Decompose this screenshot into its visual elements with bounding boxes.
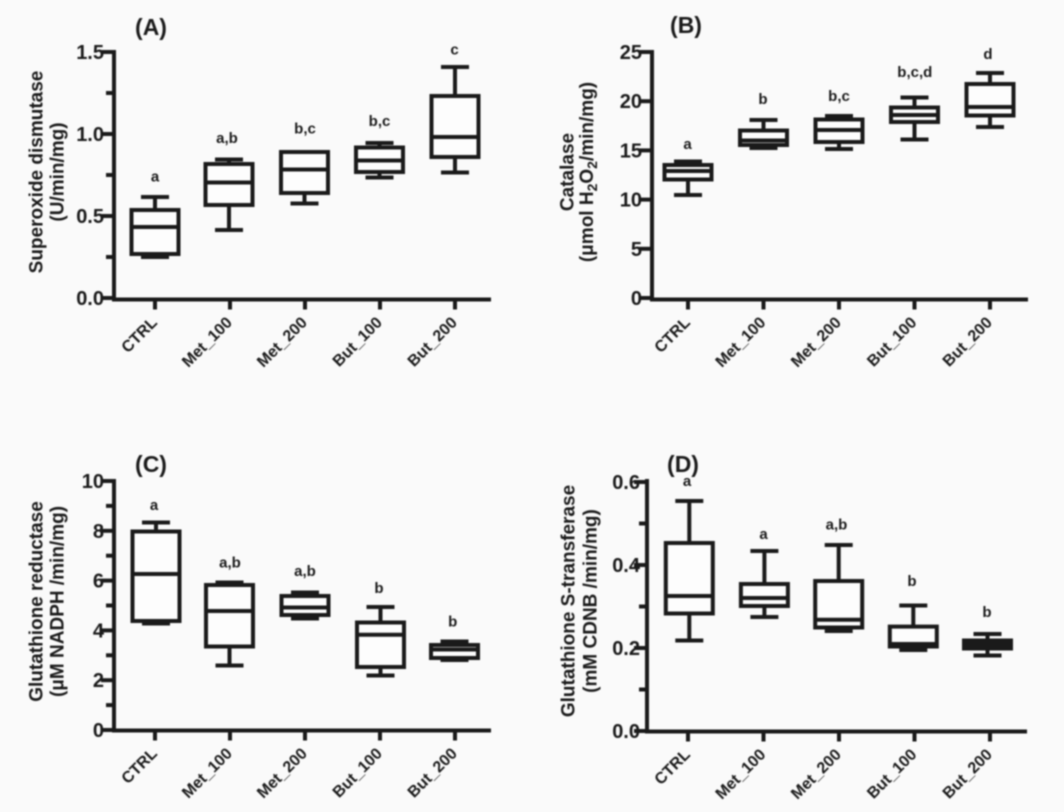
svg-text:6: 6: [93, 571, 104, 593]
svg-text:b,c: b,c: [828, 88, 850, 105]
svg-text:0: 0: [631, 288, 642, 310]
svg-text:b,c,d: b,c,d: [897, 64, 932, 81]
svg-text:a: a: [150, 497, 159, 514]
svg-text:(μmol H2O2/min/mg): (μmol H2O2/min/mg): [577, 82, 600, 262]
svg-text:(C): (C): [135, 451, 167, 477]
svg-text:10: 10: [620, 190, 642, 212]
svg-text:a,b: a,b: [216, 130, 238, 147]
svg-text:0: 0: [93, 720, 104, 742]
svg-text:0.0: 0.0: [612, 721, 640, 743]
svg-text:b: b: [907, 573, 916, 590]
svg-text:0.5: 0.5: [76, 206, 104, 228]
svg-text:0.2: 0.2: [612, 638, 640, 660]
svg-text:25: 25: [620, 42, 642, 64]
svg-text:4: 4: [93, 620, 105, 642]
svg-text:(μM NADPH /min/mg): (μM NADPH /min/mg): [48, 506, 69, 697]
svg-text:1.0: 1.0: [76, 124, 104, 146]
svg-text:10: 10: [82, 471, 104, 493]
svg-text:15: 15: [620, 140, 642, 162]
svg-text:(mM CDNB /min/mg): (mM CDNB /min/mg): [581, 509, 602, 693]
svg-text:a,b: a,b: [826, 517, 848, 534]
svg-text:b: b: [448, 614, 457, 631]
svg-text:20: 20: [620, 91, 642, 113]
svg-text:2: 2: [93, 670, 104, 692]
svg-text:a: a: [683, 473, 692, 490]
svg-text:b: b: [758, 91, 767, 108]
svg-text:a: a: [151, 169, 160, 186]
svg-text:Glutathione reductase: Glutathione reductase: [27, 501, 48, 702]
svg-text:Glutathione S-transferase: Glutathione S-transferase: [559, 485, 580, 717]
svg-text:(D): (D): [667, 451, 699, 477]
svg-text:a: a: [683, 136, 692, 153]
svg-text:Superoxide dismutase: Superoxide dismutase: [27, 71, 48, 274]
svg-text:d: d: [983, 46, 992, 63]
svg-text:b,c: b,c: [369, 113, 391, 130]
svg-text:b,c: b,c: [294, 121, 316, 138]
svg-text:b: b: [982, 604, 991, 621]
svg-text:0.6: 0.6: [612, 472, 640, 494]
svg-text:0.4: 0.4: [612, 555, 641, 577]
svg-text:a,b: a,b: [219, 555, 241, 572]
svg-text:a,b: a,b: [294, 563, 316, 580]
svg-text:8: 8: [93, 521, 104, 543]
svg-text:0.0: 0.0: [76, 288, 104, 310]
svg-text:5: 5: [631, 239, 642, 261]
svg-text:(U/min/mg): (U/min/mg): [48, 122, 69, 221]
svg-text:(A): (A): [135, 14, 167, 40]
svg-text:(B): (B): [670, 12, 702, 38]
svg-text:Catalase: Catalase: [558, 133, 579, 211]
svg-text:a: a: [759, 526, 768, 543]
svg-text:b: b: [374, 580, 383, 597]
svg-text:1.5: 1.5: [76, 42, 104, 64]
svg-text:c: c: [450, 42, 458, 59]
